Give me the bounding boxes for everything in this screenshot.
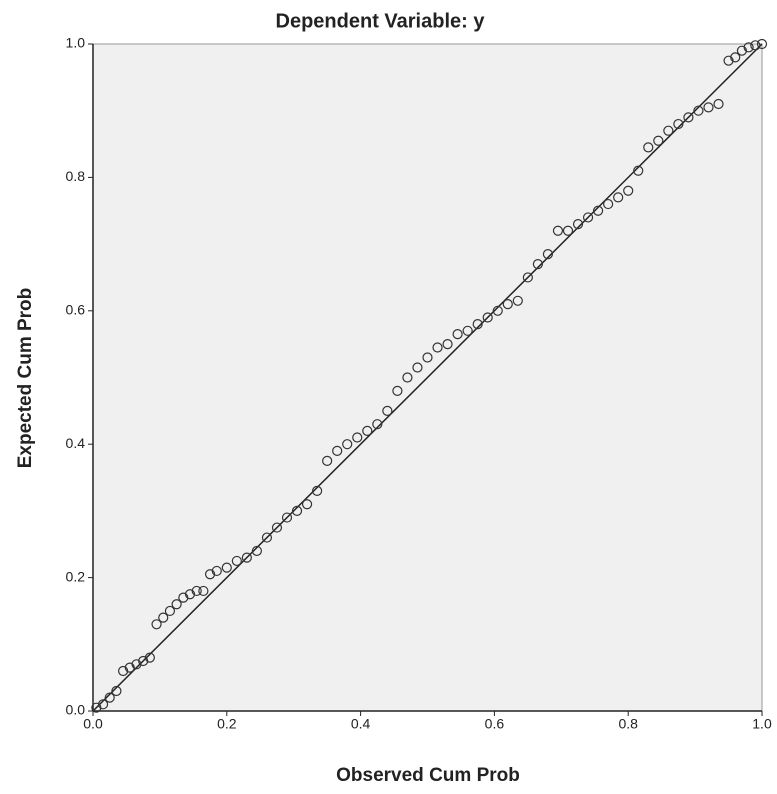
- point: [532, 259, 543, 270]
- y-tick-label: 0.2: [66, 568, 86, 584]
- point: [683, 112, 694, 123]
- point: [633, 165, 644, 176]
- point: [723, 55, 734, 66]
- chart-title: Dependent Variable: y: [276, 10, 486, 32]
- point: [673, 118, 684, 130]
- point: [713, 98, 724, 110]
- point: [402, 372, 413, 383]
- y-tick-label: 0.0: [66, 702, 86, 718]
- point: [472, 319, 483, 330]
- point: [372, 419, 383, 430]
- y-axis-label: Expected Cum Prob: [15, 288, 36, 469]
- x-tick-label: 0.6: [485, 716, 505, 732]
- x-tick-label: 0.8: [618, 716, 638, 732]
- y-tick-label: 0.8: [66, 168, 86, 184]
- point: [164, 605, 176, 617]
- x-tick-label: 0.0: [83, 716, 103, 732]
- point: [422, 352, 433, 363]
- point: [603, 198, 614, 210]
- point: [432, 342, 443, 353]
- point: [211, 565, 222, 577]
- point: [382, 405, 393, 416]
- point: [643, 142, 654, 153]
- point: [462, 325, 473, 336]
- point: [743, 42, 754, 53]
- y-tick-label: 1.0: [66, 35, 86, 51]
- point: [693, 105, 704, 116]
- point: [271, 522, 283, 533]
- point: [442, 339, 453, 350]
- point: [241, 552, 252, 563]
- point: [562, 225, 574, 236]
- point: [191, 585, 202, 597]
- point: [111, 685, 122, 697]
- point: [291, 505, 303, 516]
- point: [342, 439, 353, 450]
- point: [352, 432, 363, 443]
- point: [663, 125, 674, 136]
- point: [452, 329, 463, 340]
- x-tick-label: 0.2: [217, 716, 237, 732]
- point: [144, 652, 155, 663]
- x-tick-label: 0.4: [351, 716, 371, 732]
- point: [730, 52, 741, 63]
- point: [572, 218, 584, 230]
- point: [118, 665, 129, 677]
- point: [750, 40, 761, 51]
- point: [151, 619, 162, 630]
- point: [736, 45, 748, 56]
- point: [592, 205, 604, 216]
- point: [312, 485, 323, 496]
- point: [204, 569, 216, 580]
- point: [332, 445, 343, 456]
- point: [703, 102, 714, 113]
- point: [542, 249, 554, 260]
- point: [492, 305, 503, 316]
- point: [613, 192, 624, 203]
- point: [104, 692, 115, 703]
- point: [756, 38, 768, 50]
- point: [251, 545, 263, 557]
- point: [482, 312, 493, 323]
- point: [582, 212, 594, 223]
- point: [261, 532, 273, 543]
- y-tick-label: 0.6: [66, 302, 86, 318]
- point: [231, 555, 242, 567]
- point: [184, 589, 196, 600]
- y-tick-label: 0.4: [66, 435, 86, 451]
- point: [221, 562, 232, 573]
- point: [178, 592, 189, 603]
- point: [412, 362, 423, 373]
- point: [158, 612, 169, 623]
- point: [502, 299, 513, 310]
- point: [522, 272, 533, 283]
- x-tick-label: 1.0: [752, 716, 772, 732]
- point: [171, 599, 182, 610]
- point: [362, 425, 373, 436]
- point: [623, 185, 634, 196]
- point: [653, 135, 664, 146]
- point: [124, 662, 135, 673]
- point: [97, 699, 109, 710]
- point: [91, 702, 102, 713]
- reference-line: [92, 43, 763, 712]
- point: [131, 659, 142, 670]
- point: [281, 512, 293, 523]
- point: [552, 225, 564, 236]
- point: [301, 499, 313, 510]
- point: [512, 295, 523, 306]
- point: [138, 655, 149, 667]
- x-axis-label: Observed Cum Prob: [336, 765, 520, 786]
- point: [198, 585, 209, 597]
- point: [392, 385, 403, 396]
- point: [322, 455, 333, 466]
